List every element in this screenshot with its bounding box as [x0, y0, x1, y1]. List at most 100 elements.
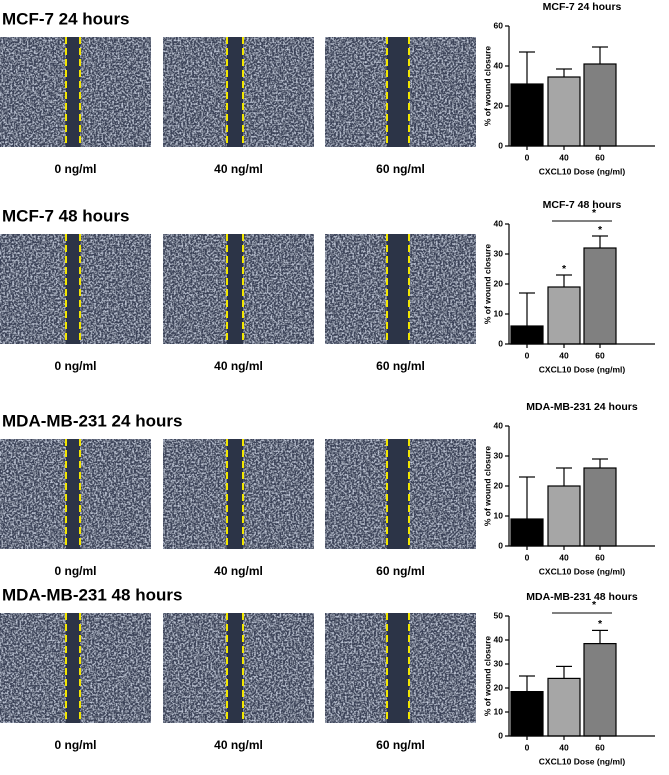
y-tick-label: 20 — [494, 480, 504, 490]
bar — [583, 63, 617, 147]
x-tick-label: 60 — [595, 152, 605, 162]
micrograph — [0, 613, 151, 723]
bar — [547, 286, 581, 345]
chart-title: MCF-7 48 hours — [543, 199, 622, 211]
image-label: 40 ng/ml — [214, 359, 263, 373]
chart-title: MDA-MB-231 24 hours — [526, 401, 638, 413]
y-tick-label: 0 — [498, 338, 503, 348]
x-axis-label: CXCL10 Dose (ng/ml) — [539, 364, 626, 374]
y-tick-label: 30 — [494, 658, 504, 668]
y-tick-label: 30 — [494, 248, 504, 258]
wound-gap — [66, 37, 80, 147]
chart-title: MCF-7 24 hours — [543, 1, 622, 13]
wound-gap — [227, 234, 243, 344]
image-label: 0 ng/ml — [54, 738, 96, 752]
micrograph — [163, 439, 314, 549]
x-tick-label: 60 — [595, 350, 605, 360]
micrograph — [163, 37, 314, 147]
micrograph — [325, 37, 476, 147]
x-tick-label: 0 — [525, 152, 530, 162]
y-axis-label: % of wound closure — [482, 446, 492, 527]
x-tick-label: 40 — [559, 742, 569, 752]
image-label: 60 ng/ml — [376, 564, 425, 578]
y-tick-label: 40 — [494, 218, 504, 228]
y-tick-label: 20 — [494, 682, 504, 692]
wound-gap — [66, 613, 80, 723]
chart-title: MDA-MB-231 48 hours — [526, 591, 638, 603]
image-label: 40 ng/ml — [214, 162, 263, 176]
bar — [510, 518, 544, 547]
y-tick-label: 0 — [498, 140, 503, 150]
bar — [583, 642, 617, 737]
x-tick-label: 40 — [559, 152, 569, 162]
x-tick-label: 40 — [559, 552, 569, 562]
bar — [510, 690, 544, 737]
micrograph — [325, 234, 476, 344]
wound-gap — [227, 37, 243, 147]
panel-title: MCF-7 48 hours — [2, 206, 130, 225]
image-label: 0 ng/ml — [54, 162, 96, 176]
wound-gap — [387, 613, 409, 723]
wound-gap — [227, 613, 243, 723]
x-axis-label: CXCL10 Dose (ng/ml) — [539, 566, 626, 576]
y-axis-label: % of wound closure — [482, 244, 492, 325]
y-tick-label: 20 — [494, 278, 504, 288]
image-label: 60 ng/ml — [376, 162, 425, 176]
image-label: 0 ng/ml — [54, 359, 96, 373]
bar — [510, 83, 544, 147]
panel-title: MCF-7 24 hours — [2, 9, 130, 28]
significance-star: * — [598, 618, 603, 630]
bar — [547, 485, 581, 547]
image-label: 40 ng/ml — [214, 738, 263, 752]
y-tick-label: 10 — [494, 308, 504, 318]
y-tick-label: 0 — [498, 540, 503, 550]
wound-gap — [66, 439, 80, 549]
significance-star: * — [562, 263, 567, 275]
micrograph — [163, 613, 314, 723]
y-tick-label: 40 — [494, 634, 504, 644]
bar — [547, 677, 581, 737]
x-tick-label: 0 — [525, 552, 530, 562]
x-tick-label: 40 — [559, 350, 569, 360]
image-label: 0 ng/ml — [54, 564, 96, 578]
y-tick-label: 50 — [494, 610, 504, 620]
micrograph — [0, 439, 151, 549]
bracket-star: * — [592, 599, 597, 611]
x-tick-label: 0 — [525, 350, 530, 360]
y-tick-label: 10 — [494, 510, 504, 520]
y-tick-label: 60 — [494, 20, 504, 30]
panel-title: MDA-MB-231 48 hours — [2, 585, 182, 604]
x-tick-label: 60 — [595, 742, 605, 752]
y-tick-label: 20 — [494, 100, 504, 110]
y-axis-label: % of wound closure — [482, 636, 492, 717]
bar — [547, 76, 581, 147]
significance-star: * — [598, 224, 603, 236]
bar — [510, 325, 544, 345]
wound-gap — [66, 234, 80, 344]
image-label: 60 ng/ml — [376, 738, 425, 752]
micrograph — [325, 439, 476, 549]
wound-gap — [387, 37, 409, 147]
y-tick-label: 40 — [494, 420, 504, 430]
y-axis-label: % of wound closure — [482, 46, 492, 127]
y-tick-label: 10 — [494, 706, 504, 716]
micrograph — [0, 37, 151, 147]
wound-gap — [387, 439, 409, 549]
x-tick-label: 0 — [525, 742, 530, 752]
bar — [583, 247, 617, 345]
micrograph — [163, 234, 314, 344]
y-tick-label: 40 — [494, 60, 504, 70]
x-axis-label: CXCL10 Dose (ng/ml) — [539, 756, 626, 766]
micrograph — [0, 234, 151, 344]
y-tick-label: 0 — [498, 730, 503, 740]
wound-gap — [227, 439, 243, 549]
x-axis-label: CXCL10 Dose (ng/ml) — [539, 166, 626, 176]
bar — [583, 467, 617, 547]
x-tick-label: 60 — [595, 552, 605, 562]
wound-gap — [387, 234, 409, 344]
bracket-star: * — [592, 207, 597, 219]
micrograph — [325, 613, 476, 723]
image-label: 40 ng/ml — [214, 564, 263, 578]
panel-title: MDA-MB-231 24 hours — [2, 411, 182, 430]
